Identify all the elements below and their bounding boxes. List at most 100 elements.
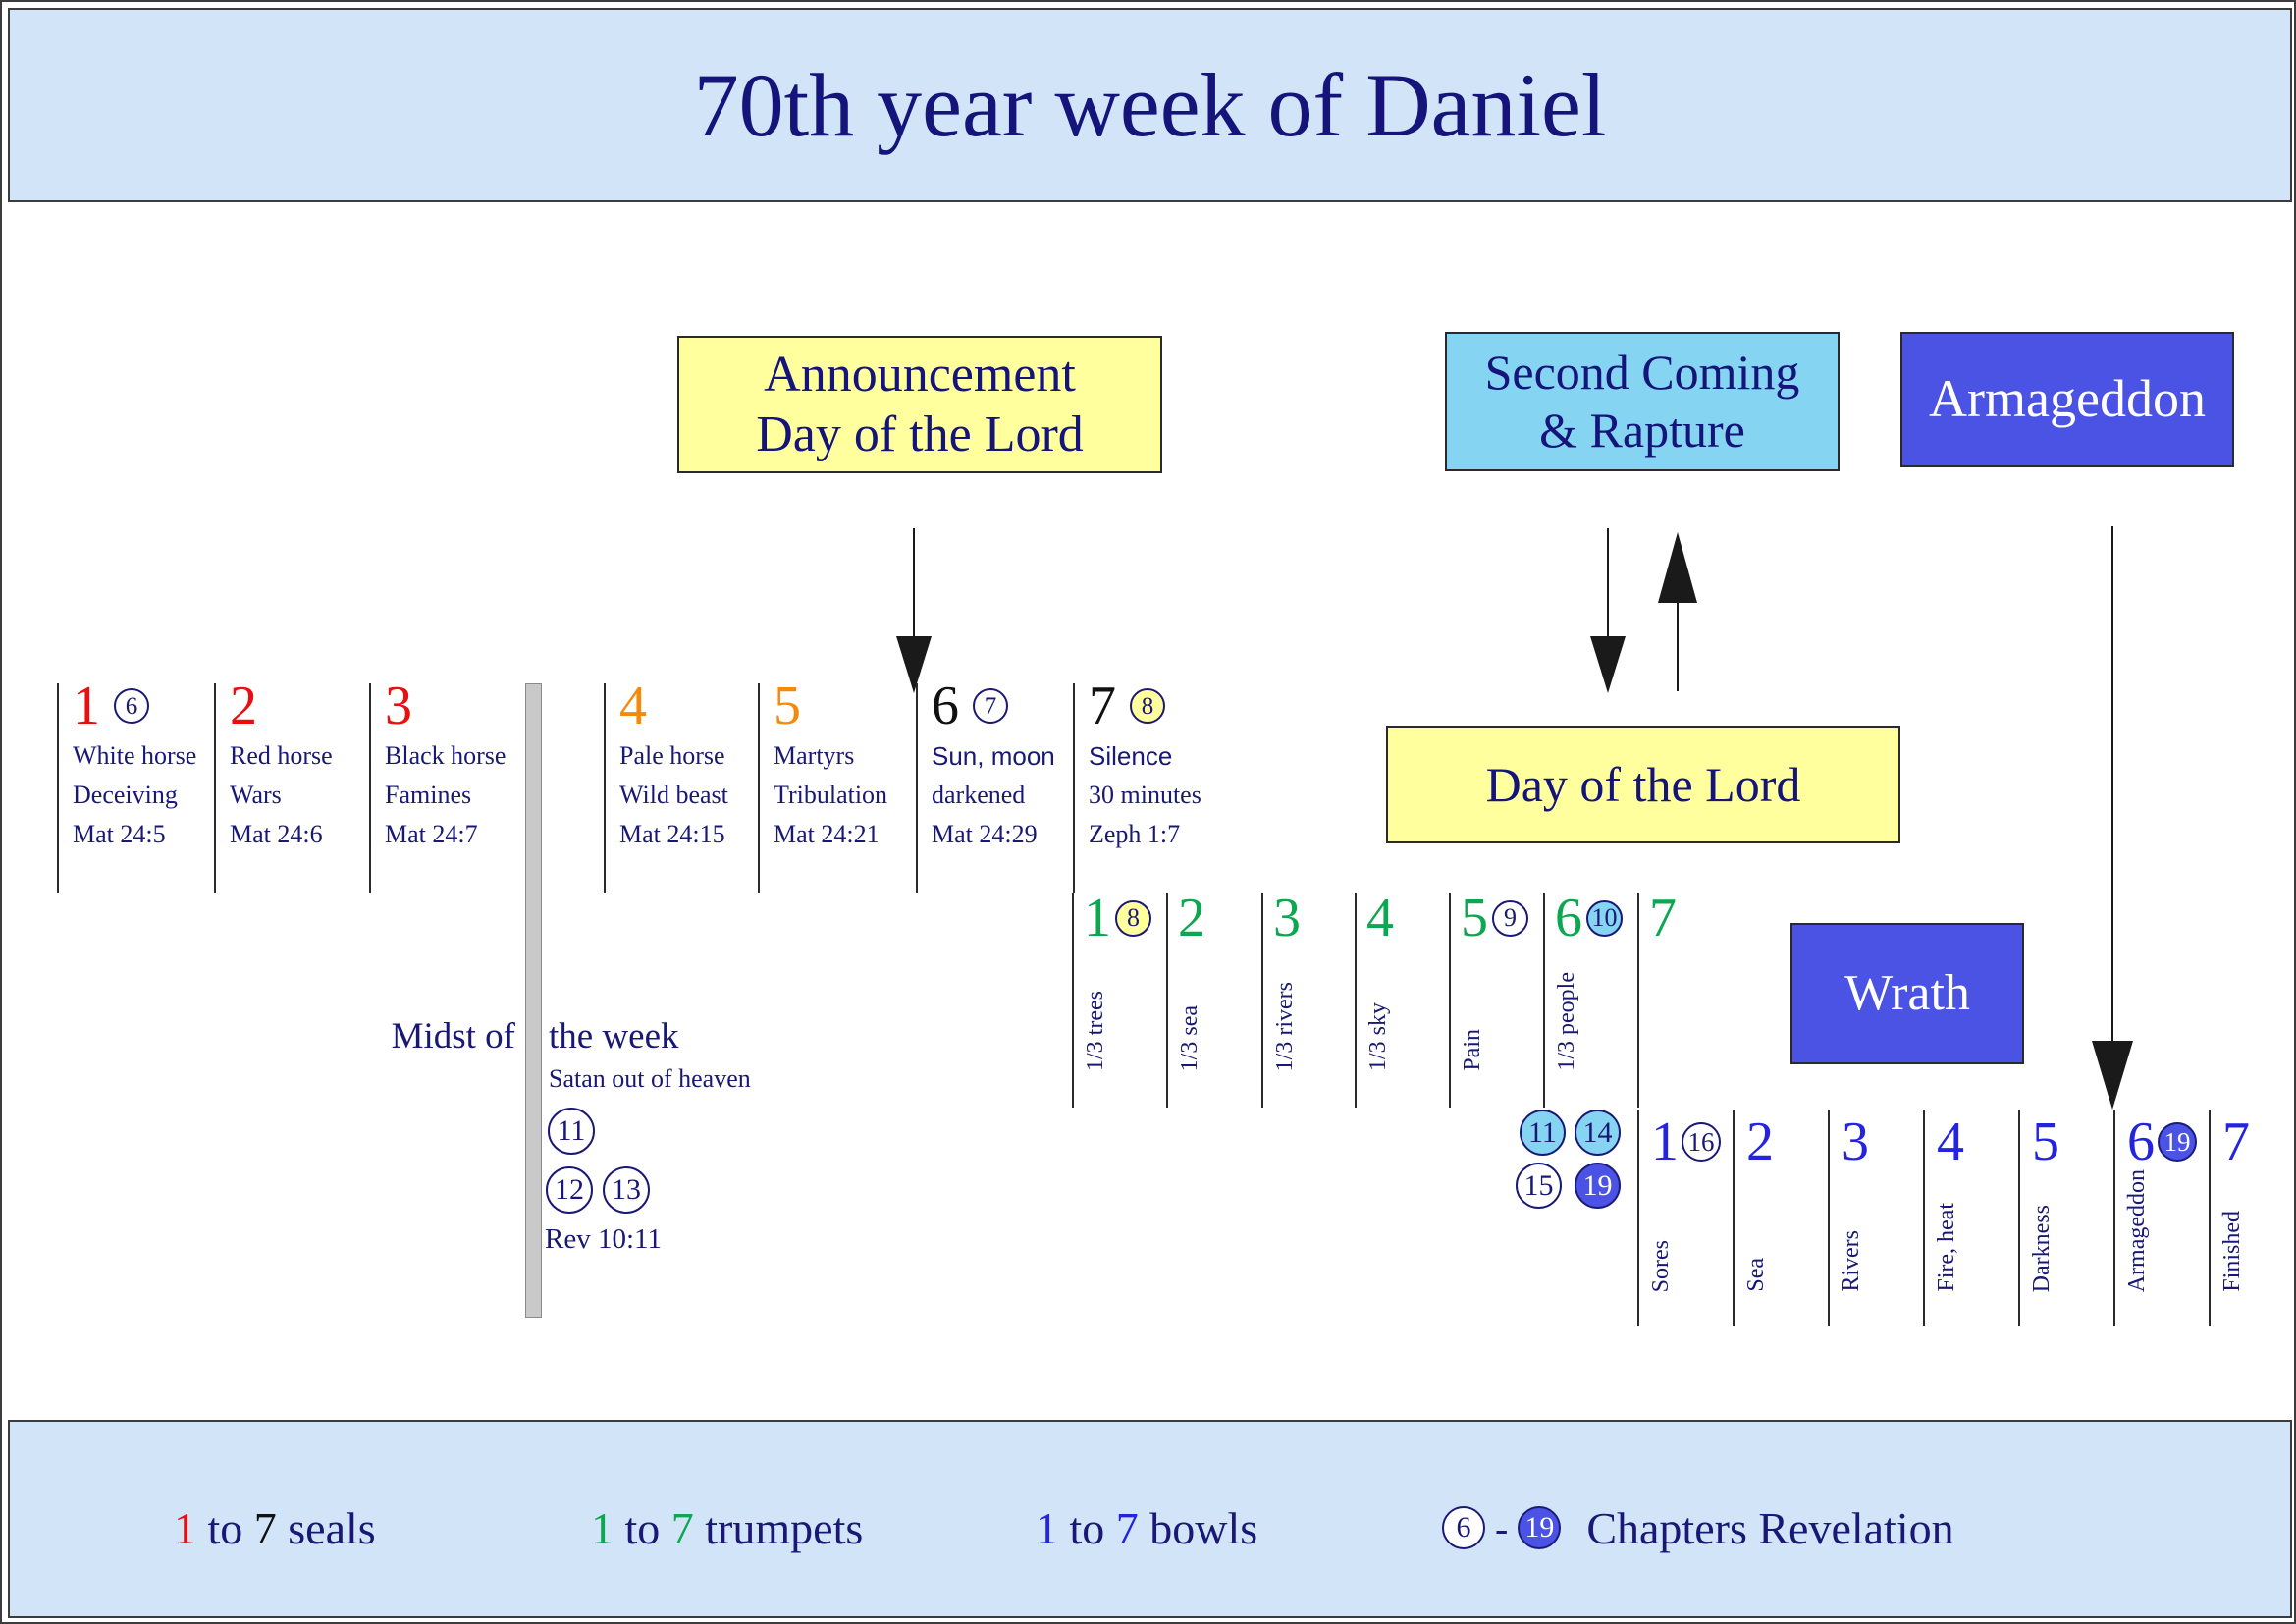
bowl-6-header: 6 19 (2127, 1111, 2197, 1172)
bowl-4-header: 4 (1937, 1111, 1964, 1172)
trumpet-7-divider (1637, 893, 1639, 1108)
bowl-1-number: 1 (1651, 1111, 1679, 1172)
seal-1-text-3: Mat 24:5 (73, 820, 166, 848)
day-of-the-lord-box: Day of the Lord (1386, 726, 1900, 843)
trumpet-6-divider (1543, 893, 1545, 1108)
seal-1-divider (57, 683, 59, 893)
seal-3-text-1: Black horse (385, 741, 507, 770)
wrath-label: Wrath (1844, 965, 1970, 1022)
bowl-6-chapter-chip: 19 (2158, 1122, 2197, 1162)
seal-1-chapter-chip-number: 6 (125, 692, 138, 720)
bowl-2-label: Sea (1743, 1258, 1769, 1292)
seal-4-text-2: Wild beast (619, 781, 728, 809)
armageddon-arrow-icon-line (2111, 526, 2113, 1041)
bowl-1-chapter-chip: 16 (1682, 1122, 1721, 1162)
second_coming-line2: & Rapture (1539, 403, 1745, 458)
armageddon-box: Armageddon (1900, 332, 2234, 467)
legend-bowls: 1 to 7 bowls (1036, 1498, 1257, 1557)
seal-2-divider (214, 683, 216, 893)
announcement-line1: Announcement (764, 346, 1076, 403)
bowl-1-label: Sores (1648, 1239, 1674, 1292)
bowl-7-divider (2209, 1110, 2211, 1326)
trumpet-7-number: 7 (1649, 888, 1677, 948)
legend-trumpets: 1 to 7 trumpets (591, 1498, 863, 1557)
seal-2-text-1: Red horse (230, 741, 333, 770)
seal-5-number: 5 (774, 676, 801, 736)
trumpet-3-header: 3 (1273, 888, 1301, 948)
midweek-chapter-13-chip: 13 (603, 1166, 650, 1214)
announcement-line2: Day of the Lord (756, 406, 1084, 462)
announcement-box: Announcement Day of the Lord (677, 336, 1162, 473)
seal-5-text-2: Tribulation (774, 781, 888, 809)
bowl-7-label: Finished (2219, 1211, 2245, 1292)
trumpet-4-label: 1/3 sky (1365, 1001, 1391, 1071)
descend-arrow-icon-head (1590, 636, 1626, 693)
wrath-box: Wrath (1790, 923, 2024, 1064)
trumpet-2-divider (1166, 893, 1168, 1108)
seal-7-text-1: Silence (1089, 741, 1173, 771)
legend-bowls-part-2: to (1058, 1502, 1116, 1553)
seal-3-divider (369, 683, 371, 893)
trumpet-6-chapter-chip: 10 (1586, 899, 1623, 937)
legend-trumpets-part-1: 1 (591, 1502, 614, 1553)
seal-4-text-3: Mat 24:15 (619, 820, 725, 848)
bowl-3-divider (1828, 1110, 1830, 1326)
legend-chapter-separator: - (1495, 1505, 1509, 1550)
legend-seals-part-1: 1 (174, 1502, 196, 1553)
seal-4-text-1: Pale horse (619, 741, 725, 770)
bowl-4-label: Fire, heat (1934, 1203, 1959, 1292)
seal-4-divider (604, 683, 606, 893)
trumpet-1-chapter-chip: 8 (1115, 899, 1151, 937)
title-band: 70th year week of Daniel (8, 8, 2292, 202)
trumpet-2-number: 2 (1178, 888, 1205, 948)
midweek-label-left: Midst of (391, 1016, 515, 1056)
armageddon-label: Armageddon (1929, 369, 2206, 429)
legend-bowls-part-3: 7 (1115, 1502, 1139, 1553)
midweek-chapter-13-chip-number: 13 (612, 1173, 641, 1206)
seal-1-text-2: Deceiving (73, 781, 178, 809)
bowl-4-number: 4 (1937, 1111, 1964, 1172)
legend-seals-part-3: 7 (253, 1502, 277, 1553)
seal-3-number: 3 (385, 676, 412, 736)
trumpet-1-chapter-chip-number: 8 (1127, 903, 1140, 932)
midweek-reference: Rev 10:11 (545, 1223, 662, 1255)
bowl-5-number: 5 (2032, 1111, 2059, 1172)
bowl-6-label: Armageddon (2124, 1168, 2150, 1292)
seal-5-text-3: Mat 24:21 (774, 820, 880, 848)
legend-chapter-to-chip-number: 19 (1524, 1511, 1555, 1543)
transition-chapter-11-chip-number: 11 (1528, 1115, 1557, 1149)
bowl-5-header: 5 (2032, 1111, 2059, 1172)
midweek-subtitle: Satan out of heaven (549, 1064, 751, 1093)
legend-chapter-to-chip: 19 (1518, 1506, 1562, 1549)
trumpet-3-label: 1/3 rivers (1272, 981, 1298, 1071)
seal-5-text-1: Martyrs (774, 741, 855, 770)
midweek-label-right: the week (549, 1016, 679, 1056)
seal-2-text-3: Mat 24:6 (230, 820, 323, 848)
seal-6-text-3: Mat 24:29 (932, 820, 1038, 848)
transition-chapter-15-chip-number: 15 (1523, 1168, 1554, 1202)
seal-2-number: 2 (230, 676, 257, 736)
seal-7-chapter-chip: 8 (1130, 688, 1165, 724)
bowl-2-header: 2 (1746, 1111, 1774, 1172)
legend-bowls-part-1: 1 (1036, 1502, 1058, 1553)
seal-6-text-2: darkened (932, 781, 1026, 809)
transition-chapter-19-chip-number: 19 (1582, 1168, 1613, 1202)
trumpet-2-header: 2 (1178, 888, 1205, 948)
midweek-chapter-11-chip: 11 (548, 1108, 595, 1155)
bowl-3-header: 3 (1842, 1111, 1869, 1172)
trumpet-5-chapter-chip: 9 (1492, 899, 1528, 937)
bowl-7-header: 7 (2222, 1111, 2250, 1172)
seal-3-text-3: Mat 24:7 (385, 820, 478, 848)
trumpet-1-label: 1/3 trees (1083, 991, 1108, 1071)
legend-bowls-part-4: bowls (1138, 1502, 1258, 1553)
seal-6-number: 6 (932, 676, 959, 736)
ascend-arrow-icon-head (1658, 532, 1697, 603)
legend-seals: 1 to 7 seals (174, 1498, 376, 1557)
seal-4-header: 4 (619, 676, 647, 736)
armageddon-arrow-icon-head (2092, 1041, 2133, 1110)
transition-chapter-14-chip: 14 (1575, 1110, 1621, 1156)
trumpet-2-label: 1/3 sea (1177, 1004, 1202, 1071)
seal-7-divider (1073, 683, 1075, 893)
